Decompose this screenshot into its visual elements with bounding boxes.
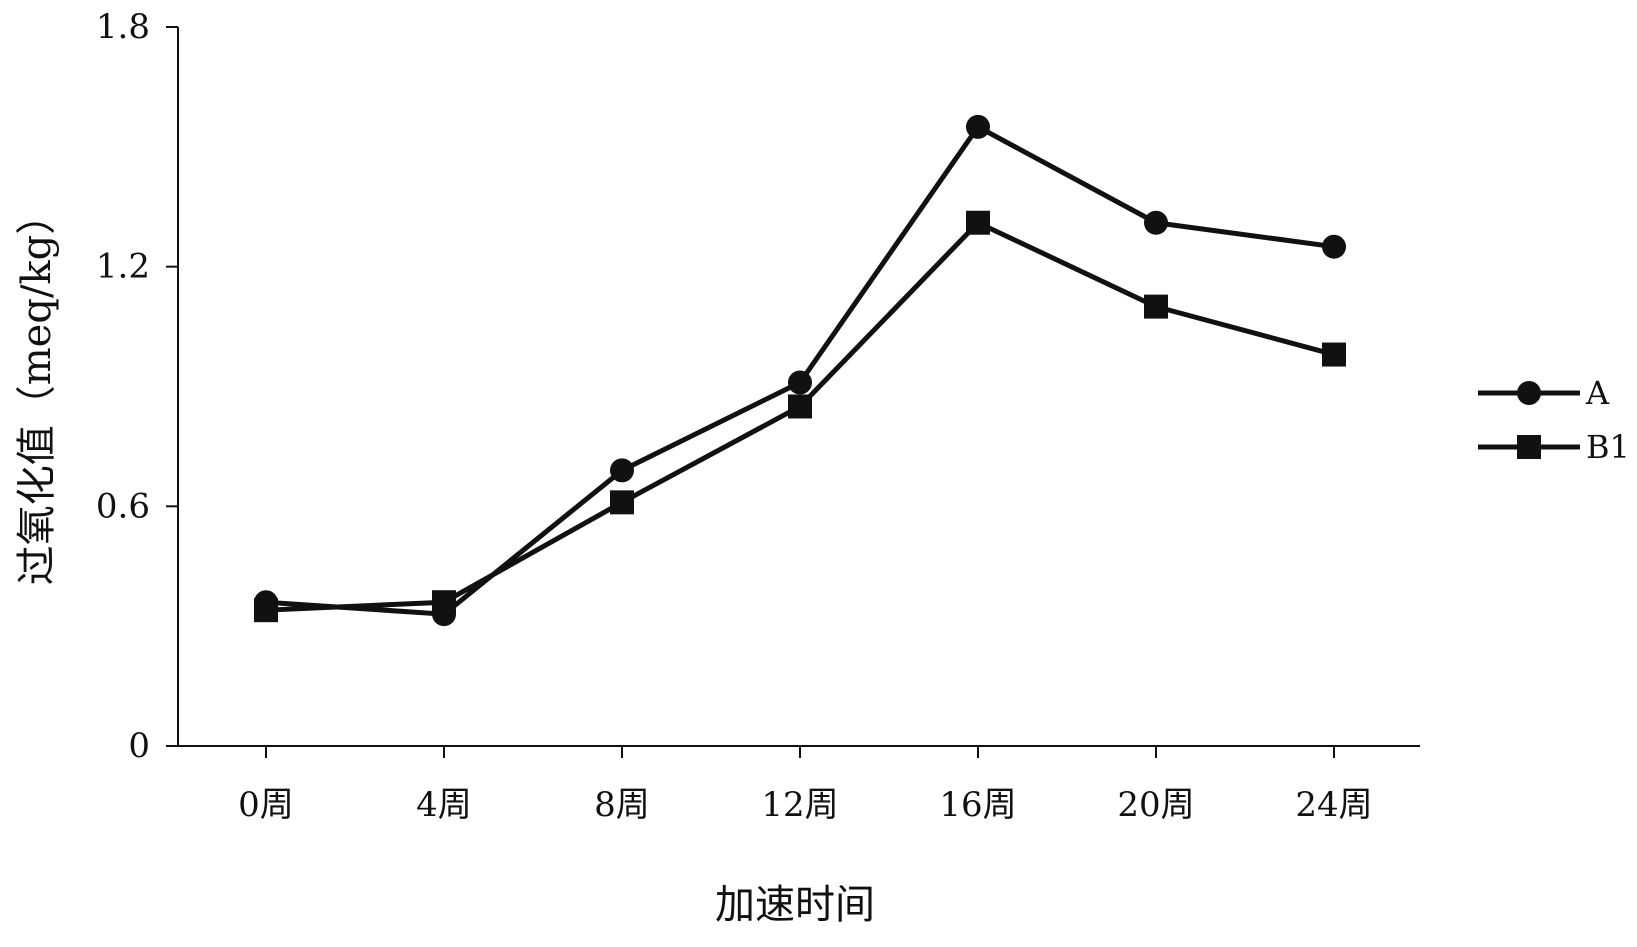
- legend-marker-A: [1517, 381, 1541, 405]
- legend-marker-B1: [1517, 435, 1541, 459]
- data-point-B1-6: [1322, 342, 1346, 367]
- legend-label-B1: B1: [1586, 428, 1630, 466]
- data-point-B1-1: [432, 590, 456, 615]
- legend-entry-B1: B1: [1478, 428, 1630, 466]
- series-layer: [254, 114, 1346, 627]
- legend-label-A: A: [1585, 374, 1610, 412]
- series-B1: [254, 210, 1346, 623]
- series-A: [254, 114, 1346, 627]
- legend: A B1: [1478, 374, 1630, 466]
- y-tick-label: 1.2: [96, 247, 150, 287]
- data-point-B1-5: [1144, 294, 1168, 319]
- data-point-B1-4: [966, 210, 990, 235]
- data-point-A-6: [1322, 234, 1346, 259]
- data-point-A-4: [966, 114, 990, 139]
- axes: 0 0.6 1.2 1.8 0周 4周 8周 12周 16周 20周 24周: [96, 7, 1420, 825]
- data-point-B1-2: [610, 490, 634, 515]
- data-point-A-5: [1144, 210, 1168, 235]
- y-tick-label: 0.6: [96, 486, 150, 526]
- x-tick-label: 8周: [594, 785, 650, 825]
- x-tick-label: 0周: [238, 785, 294, 825]
- x-axis-label: 加速时间: [715, 882, 875, 928]
- y-axis-label: 过氧化值（meq/kg）: [14, 195, 60, 586]
- x-tick-label: 12周: [761, 785, 838, 825]
- x-tick-label: 24周: [1295, 785, 1372, 825]
- data-point-B1-0: [254, 598, 278, 623]
- x-tick-label: 16周: [939, 785, 1016, 825]
- data-point-A-2: [610, 458, 634, 483]
- legend-entry-A: A: [1478, 374, 1610, 412]
- y-tick-label: 0: [128, 726, 150, 766]
- y-tick-label: 1.8: [96, 7, 150, 47]
- data-point-B1-3: [788, 394, 812, 419]
- data-point-A-3: [788, 370, 812, 395]
- x-tick-label: 20周: [1117, 785, 1194, 825]
- x-tick-label: 4周: [416, 785, 472, 825]
